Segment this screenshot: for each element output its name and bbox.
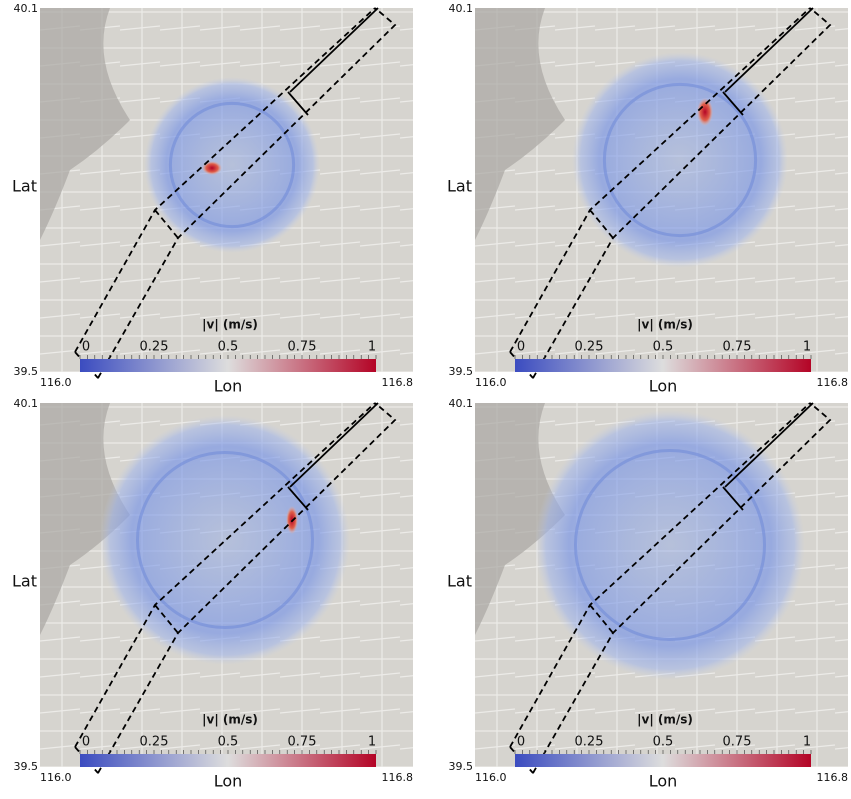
colorbar-tick-label: 0: [82, 735, 90, 750]
lat-tick-label: 39.5: [14, 760, 39, 773]
colorbar-tick-label: 0.75: [723, 735, 752, 750]
lat-tick-label: 40.1: [449, 397, 474, 410]
lat-tick-label: 39.5: [449, 760, 474, 773]
lat-tick-label: 40.1: [14, 397, 39, 410]
lon-tick-label: 116.0: [40, 376, 72, 389]
colorbar-tick-label: 0.75: [723, 340, 752, 355]
colorbar: [80, 359, 376, 372]
y-axis-label: Lat: [12, 177, 37, 196]
colorbar-tick-label: 0.25: [140, 735, 169, 750]
lon-tick-label: 116.8: [382, 376, 414, 389]
lon-tick-label: 116.8: [817, 771, 849, 784]
x-axis-label: Lon: [649, 772, 678, 791]
colorbar-tick-label: 0.75: [288, 340, 317, 355]
lat-tick-label: 40.1: [14, 2, 39, 15]
colorbar-tick-label: 0.5: [218, 735, 239, 750]
colorbar-tick-label: 0.25: [575, 340, 604, 355]
peak: [697, 98, 713, 126]
colorbar-tick-label: 1: [368, 340, 376, 355]
colorbar-tick-label: 0: [517, 340, 525, 355]
colorbar-tick-label: 0: [517, 735, 525, 750]
lat-tick-label: 39.5: [14, 365, 39, 378]
colorbar-tick-label: 0.25: [575, 735, 604, 750]
colorbar: [515, 359, 811, 372]
y-axis-label: Lat: [12, 572, 37, 591]
lon-tick-label: 116.8: [382, 771, 414, 784]
colorbar-tick-label: 0.75: [288, 735, 317, 750]
lon-tick-label: 116.0: [40, 771, 72, 784]
colorbar-tick-label: 1: [368, 735, 376, 750]
colorbar-label: |v| (m/s): [202, 713, 258, 727]
colorbar-tick-label: 0.5: [653, 340, 674, 355]
colorbar-tick-label: 0.25: [140, 340, 169, 355]
x-axis-label: Lon: [649, 377, 678, 396]
figure: |v| (m/s)00.250.50.751LatLon40.139.5116.…: [0, 0, 851, 795]
colorbar-label: |v| (m/s): [202, 318, 258, 332]
lat-tick-label: 39.5: [449, 365, 474, 378]
lon-tick-label: 116.0: [475, 771, 507, 784]
colorbar-label: |v| (m/s): [637, 318, 693, 332]
lon-tick-label: 116.8: [817, 376, 849, 389]
colorbar: [80, 754, 376, 767]
lat-tick-label: 40.1: [449, 2, 474, 15]
colorbar-tick-label: 1: [803, 735, 811, 750]
colorbar-tick-label: 1: [803, 340, 811, 355]
x-axis-label: Lon: [214, 377, 243, 396]
colorbar: [515, 754, 811, 767]
colorbar-tick-label: 0.5: [218, 340, 239, 355]
x-axis-label: Lon: [214, 772, 243, 791]
y-axis-label: Lat: [447, 177, 472, 196]
y-axis-label: Lat: [447, 572, 472, 591]
colorbar-tick-label: 0: [82, 340, 90, 355]
lon-tick-label: 116.0: [475, 376, 507, 389]
colorbar-label: |v| (m/s): [637, 713, 693, 727]
colorbar-tick-label: 0.5: [653, 735, 674, 750]
